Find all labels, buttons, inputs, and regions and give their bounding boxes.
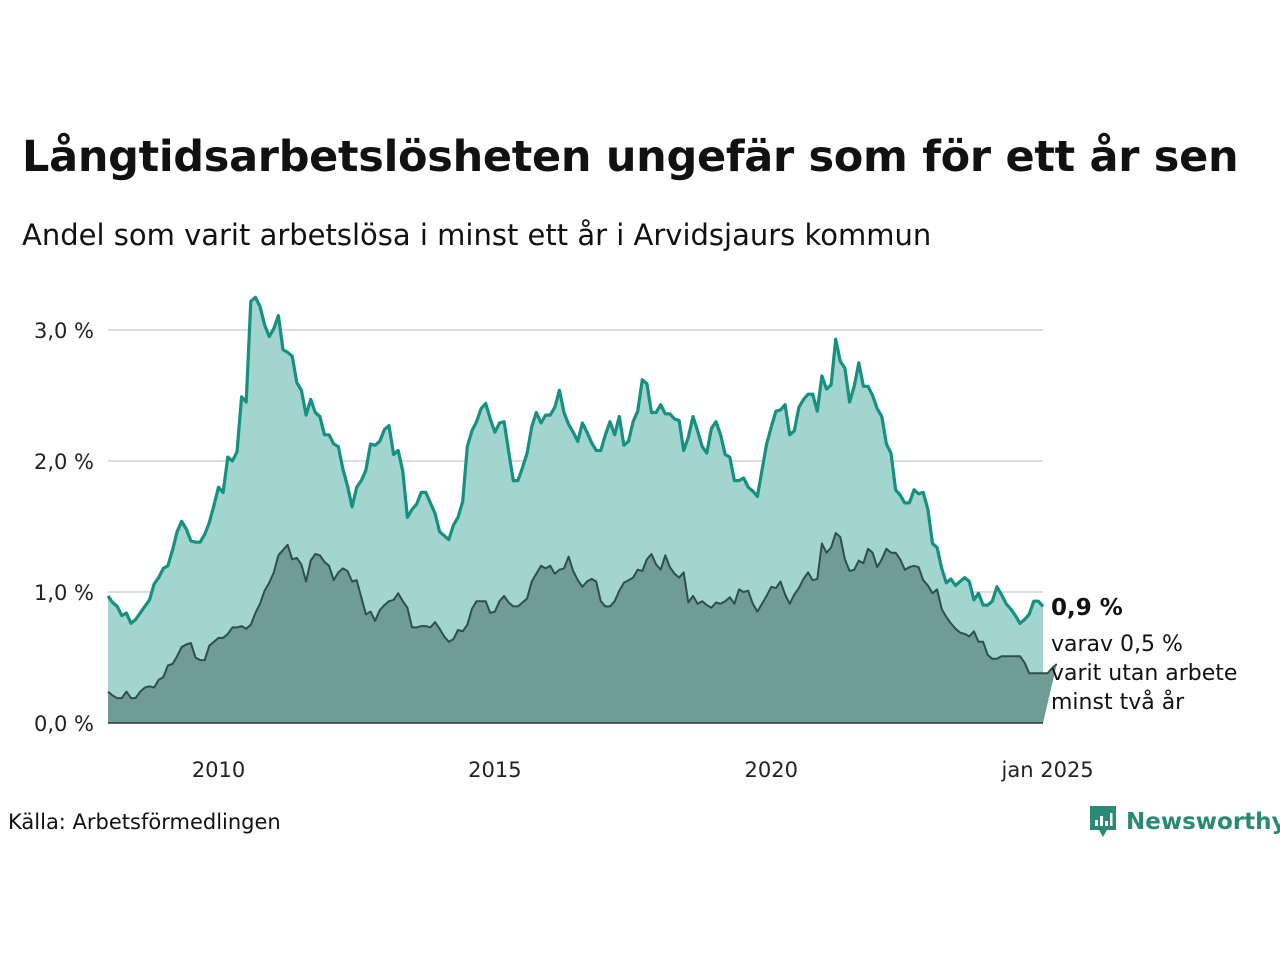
x-tick-label: 2015 — [468, 758, 521, 782]
source-note: Källa: Arbetsförmedlingen — [8, 810, 281, 834]
end-note-line-1: varav 0,5 % — [1051, 632, 1183, 657]
end-note-line-3: minst två år — [1051, 689, 1185, 715]
y-tick-label: 2,0 % — [34, 450, 94, 474]
x-tick-label: jan 2025 — [1001, 758, 1094, 782]
brand-logo: Newsworthy — [1088, 804, 1280, 840]
newsworthy-logo-icon — [1090, 806, 1116, 837]
end-value-label: 0,9 % — [1051, 595, 1123, 621]
y-tick-label: 0,0 % — [34, 712, 94, 736]
x-tick-label: 2020 — [745, 758, 798, 782]
brand-name: Newsworthy — [1126, 809, 1280, 835]
x-tick-label: 2010 — [192, 758, 245, 782]
data-areas — [106, 295, 1058, 723]
y-tick-label: 1,0 % — [34, 581, 94, 605]
series-line-very_long — [107, 532, 1058, 700]
axes: 0,0 % 1,0 % 2,0 % 3,0 % 2010 2015 2020 jan 2025 — [34, 319, 1094, 782]
chart-subtitle: Andel som varit arbetslösa i minst ett å… — [22, 218, 932, 252]
end-note-line-2: varit utan arbete — [1051, 661, 1237, 686]
series-line-long — [106, 295, 1045, 625]
y-tick-label: 3,0 % — [34, 319, 94, 343]
chart-title: Långtidsarbetslösheten ungefär som för e… — [22, 132, 1239, 182]
series-area-very_long — [108, 533, 1057, 723]
